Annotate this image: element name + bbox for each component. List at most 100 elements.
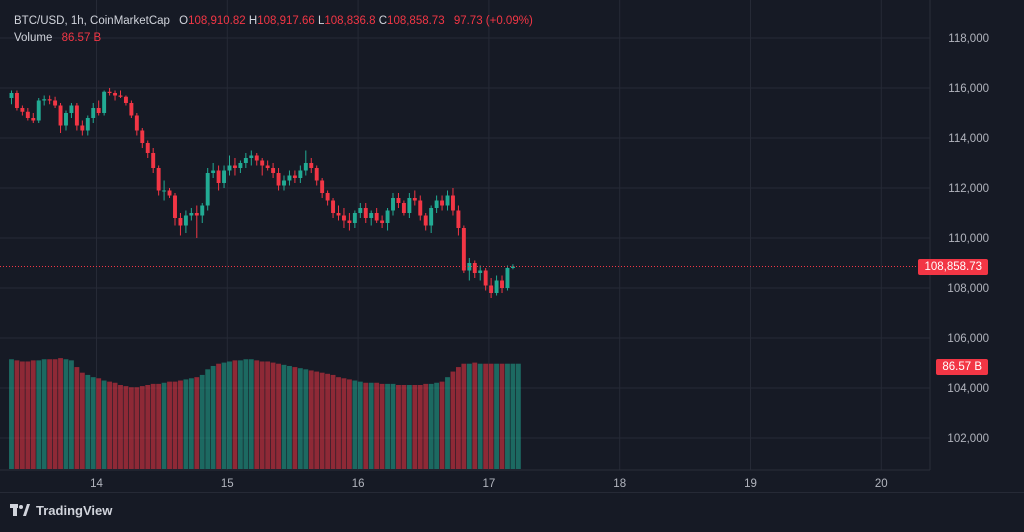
candle-body bbox=[260, 160, 265, 166]
x-tick-label: 17 bbox=[483, 478, 496, 490]
volume-bar bbox=[314, 371, 320, 469]
candle-body bbox=[222, 170, 227, 183]
volume-bar bbox=[145, 385, 151, 469]
candle-body bbox=[358, 208, 363, 213]
volume-bar bbox=[368, 382, 374, 469]
volume-bar bbox=[156, 383, 162, 469]
volume-badge: 86.57 B bbox=[936, 359, 988, 375]
candle-body bbox=[183, 215, 188, 226]
candle-body bbox=[336, 213, 341, 216]
volume-bar bbox=[150, 383, 156, 469]
volume-bar bbox=[477, 363, 483, 469]
legend-volume-row: Volume 86.57 B bbox=[14, 30, 533, 47]
volume-bar bbox=[101, 380, 107, 469]
candle-body bbox=[53, 100, 58, 106]
candle-body bbox=[331, 200, 336, 213]
y-tick-label: 114,000 bbox=[948, 133, 989, 145]
candle-body bbox=[434, 200, 439, 208]
candle-body bbox=[107, 91, 112, 93]
candle-body bbox=[418, 200, 423, 216]
volume-bar bbox=[390, 383, 396, 469]
candle-body bbox=[69, 105, 74, 113]
y-tick-label: 112,000 bbox=[948, 183, 989, 195]
volume-bar bbox=[14, 360, 20, 469]
x-tick-label: 15 bbox=[221, 478, 234, 490]
tradingview-logo[interactable]: TradingView bbox=[10, 503, 112, 518]
candle-body bbox=[407, 198, 412, 213]
candle-body bbox=[412, 198, 417, 201]
volume-bar bbox=[472, 362, 478, 469]
volume-bar bbox=[52, 359, 58, 469]
volume-bar bbox=[74, 367, 80, 469]
volume-bar bbox=[325, 373, 331, 469]
volume-bar bbox=[346, 379, 352, 469]
footer-bar: TradingView bbox=[0, 492, 1024, 527]
candle-body bbox=[118, 95, 123, 97]
volume-bar bbox=[112, 382, 118, 469]
volume-bar bbox=[128, 387, 134, 469]
candle-body bbox=[42, 99, 47, 101]
candle-body bbox=[494, 280, 499, 293]
candle-body bbox=[423, 215, 428, 226]
volume-bar bbox=[9, 359, 14, 469]
volume-bar bbox=[118, 385, 123, 469]
candle-body bbox=[369, 213, 374, 218]
candle-body bbox=[129, 103, 134, 116]
volume-bar bbox=[428, 383, 434, 469]
candle-body bbox=[451, 195, 455, 211]
y-tick-label: 102,000 bbox=[947, 433, 989, 445]
candle-body bbox=[249, 155, 254, 158]
candle-body bbox=[96, 108, 101, 113]
high-key: H bbox=[248, 15, 258, 27]
candle-body bbox=[314, 168, 319, 181]
candle-body bbox=[14, 93, 19, 108]
candle-body bbox=[276, 173, 281, 186]
candle-body bbox=[363, 208, 368, 218]
volume-bar bbox=[161, 382, 167, 469]
candle-body bbox=[303, 163, 308, 171]
y-tick-label: 110,000 bbox=[948, 233, 989, 245]
candle-body bbox=[47, 99, 52, 101]
candle-body bbox=[216, 170, 221, 183]
symbol-label: BTC/USD, 1h, CoinMarketCap bbox=[14, 15, 170, 27]
volume-bar bbox=[281, 364, 287, 469]
volume-bar bbox=[41, 359, 47, 469]
volume-bar bbox=[30, 360, 36, 469]
candle-body bbox=[478, 270, 483, 273]
candle-body bbox=[352, 213, 357, 223]
candle-body bbox=[9, 93, 14, 98]
candle-body bbox=[341, 215, 346, 221]
y-tick-label: 106,000 bbox=[947, 333, 989, 345]
candle-body bbox=[456, 210, 461, 228]
legend-ohlc-row: BTC/USD, 1h, CoinMarketCap O108,910.82 H… bbox=[14, 13, 533, 30]
candle-body bbox=[123, 96, 128, 103]
volume-bar bbox=[330, 374, 336, 469]
volume-bar bbox=[254, 360, 260, 469]
volume-bar bbox=[25, 361, 31, 469]
volume-bar bbox=[297, 368, 303, 469]
volume-bar bbox=[237, 360, 243, 469]
candle-body bbox=[472, 263, 477, 273]
candle-body bbox=[309, 163, 314, 168]
volume-bar bbox=[96, 378, 102, 469]
volume-bar bbox=[188, 378, 194, 469]
candle-body bbox=[167, 190, 172, 196]
candle-body bbox=[325, 193, 330, 201]
high-value: 108,917.66 bbox=[257, 15, 315, 27]
x-tick-label: 14 bbox=[90, 478, 103, 490]
candle-body bbox=[156, 168, 161, 191]
volume-bar bbox=[401, 385, 407, 469]
volume-bar bbox=[412, 385, 418, 469]
candle-body bbox=[173, 195, 177, 218]
volume-bar bbox=[248, 359, 254, 469]
volume-bar bbox=[483, 363, 489, 469]
candle-body bbox=[102, 91, 107, 113]
candle-body bbox=[320, 180, 325, 193]
volume-bar bbox=[243, 359, 249, 469]
open-value: 108,910.82 bbox=[188, 15, 246, 27]
x-tick-label: 19 bbox=[744, 478, 757, 490]
volume-bar bbox=[69, 360, 74, 469]
volume-bar bbox=[36, 360, 42, 469]
